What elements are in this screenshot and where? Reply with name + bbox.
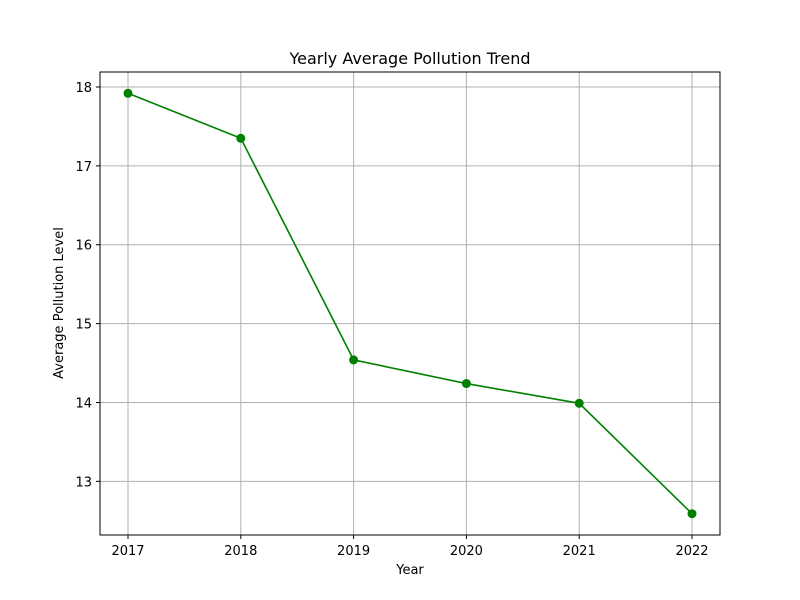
data-point-marker xyxy=(123,88,133,98)
plot-frame xyxy=(99,71,721,536)
y-axis-ticks: 13 14 15 16 17 18 xyxy=(75,81,100,490)
data-point-marker xyxy=(574,398,584,408)
x-tick-label: 2017 xyxy=(111,544,144,559)
series-line xyxy=(127,92,693,515)
y-tick-label: 17 xyxy=(75,160,92,175)
x-tick-label: 2021 xyxy=(563,544,596,559)
x-axis-ticks: 2017 2018 2019 2020 2021 2022 xyxy=(111,535,709,559)
y-tick-label: 16 xyxy=(75,239,92,254)
data-point-marker xyxy=(461,379,471,389)
grid-lines xyxy=(100,72,720,535)
y-tick-label: 18 xyxy=(75,81,92,96)
y-tick-label: 15 xyxy=(75,318,92,333)
x-axis-label: Year xyxy=(395,563,424,578)
data-point-marker xyxy=(236,133,246,143)
y-axis-label: Average Pollution Level xyxy=(52,227,67,379)
x-tick-label: 2022 xyxy=(675,544,708,559)
y-tick-label: 14 xyxy=(75,396,92,411)
series-group xyxy=(123,88,697,519)
x-tick-label: 2019 xyxy=(337,544,370,559)
data-point-marker xyxy=(349,355,359,365)
y-tick-label: 13 xyxy=(75,475,92,490)
chart-title: Yearly Average Pollution Trend xyxy=(288,49,530,68)
x-tick-label: 2018 xyxy=(224,544,257,559)
x-tick-label: 2020 xyxy=(450,544,483,559)
data-point-marker xyxy=(687,509,697,519)
